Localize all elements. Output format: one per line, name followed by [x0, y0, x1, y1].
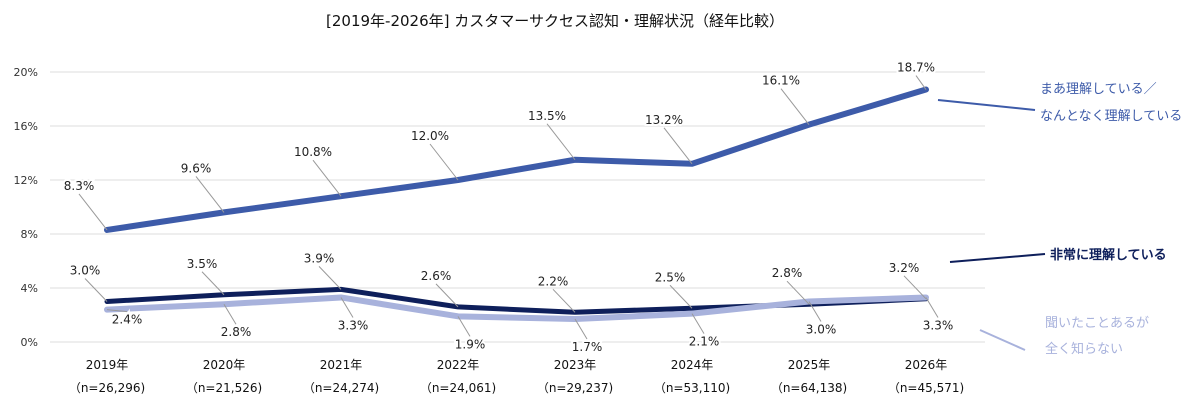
y-tick-label: 16%: [14, 120, 38, 133]
data-label: 1.9%: [455, 337, 486, 351]
sample-size-label: （n=45,571): [888, 381, 964, 395]
data-label: 10.8%: [294, 145, 332, 159]
leader-line: [574, 318, 588, 340]
leader-line: [78, 193, 108, 231]
sample-size-label: （n=21,526): [186, 381, 262, 395]
leader-line: [925, 297, 939, 318]
legend-label: なんとなく理解している: [1040, 109, 1182, 124]
data-label: 3.0%: [70, 264, 101, 278]
sample-size-label: （n=29,237): [537, 381, 613, 395]
data-label: 9.6%: [181, 161, 212, 175]
data-label: 2.8%: [772, 266, 803, 280]
y-tick-label: 0%: [21, 336, 38, 349]
data-label: 2.6%: [421, 269, 452, 283]
data-label: 8.3%: [64, 179, 95, 193]
y-tick-label: 4%: [21, 282, 38, 295]
data-label: 12.0%: [411, 129, 449, 143]
data-label: 1.7%: [572, 340, 603, 354]
leader-line: [223, 303, 237, 325]
leader-line: [546, 123, 576, 161]
leader-line: [340, 297, 354, 318]
legend-leader: [949, 253, 1046, 263]
data-label: 18.7%: [897, 61, 935, 75]
series-line: [104, 294, 929, 323]
x-tick-label: 2022年: [437, 358, 480, 372]
leader-line: [106, 309, 128, 313]
leader-line: [201, 271, 225, 296]
legend-label: 非常に理解している: [1050, 247, 1167, 263]
x-tick-label: 2026年: [905, 358, 948, 372]
x-tick-label: 2025年: [788, 358, 831, 372]
data-label: 3.5%: [187, 257, 218, 271]
series-line: [104, 86, 929, 233]
data-label: 2.1%: [689, 335, 720, 349]
leader-line: [84, 278, 108, 302]
legend-leader: [937, 99, 1036, 111]
leader-line: [435, 283, 459, 308]
leader-line: [195, 176, 225, 213]
data-label: 2.2%: [538, 274, 569, 288]
sample-size-label: （n=53,110): [654, 381, 730, 395]
leader-line: [457, 316, 471, 337]
legend-leader: [979, 329, 1026, 351]
sample-size-label: （n=24,274): [303, 381, 379, 395]
leader-line: [780, 88, 810, 125]
data-label: 2.5%: [655, 270, 686, 284]
y-tick-label: 8%: [21, 228, 38, 241]
data-label: 2.4%: [112, 313, 143, 327]
data-label: 3.3%: [338, 318, 369, 332]
leader-line: [691, 313, 705, 334]
data-label: 13.5%: [528, 109, 566, 123]
data-label: 3.2%: [889, 261, 920, 275]
data-label: 3.0%: [806, 323, 837, 337]
x-tick-label: 2019年: [86, 358, 129, 372]
chart-title: [2019年-2026年] カスタマーサクセス認知・理解状況（経年比較）: [326, 12, 784, 30]
legend-label: まあ理解している／: [1040, 82, 1157, 97]
y-tick-label: 12%: [14, 174, 38, 187]
data-label: 16.1%: [762, 74, 800, 88]
leader-line: [915, 75, 927, 90]
leader-line: [552, 288, 576, 313]
leader-line: [312, 159, 342, 197]
y-tick-label: 20%: [14, 66, 38, 79]
data-label: 13.2%: [645, 113, 683, 127]
leader-line: [429, 143, 459, 181]
data-label: 3.3%: [923, 318, 954, 332]
x-tick-label: 2023年: [554, 358, 597, 372]
data-label: 3.9%: [304, 251, 335, 265]
leader-line: [786, 280, 810, 305]
sample-size-label: （n=64,138): [771, 381, 847, 395]
legend-label: 聞いたことあるが: [1045, 316, 1149, 331]
data-label: 2.8%: [221, 325, 252, 339]
legend-label: 全く知らない: [1045, 341, 1123, 357]
leader-line: [903, 275, 927, 300]
x-tick-label: 2021年: [320, 358, 363, 372]
x-tick-label: 2024年: [671, 358, 714, 372]
leader-line: [808, 301, 822, 322]
leader-line: [669, 284, 693, 309]
x-tick-label: 2020年: [203, 358, 246, 372]
sample-size-label: （n=24,061): [420, 381, 496, 395]
sample-size-label: （n=26,296): [69, 381, 145, 395]
leader-line: [318, 266, 342, 290]
leader-line: [663, 127, 693, 165]
